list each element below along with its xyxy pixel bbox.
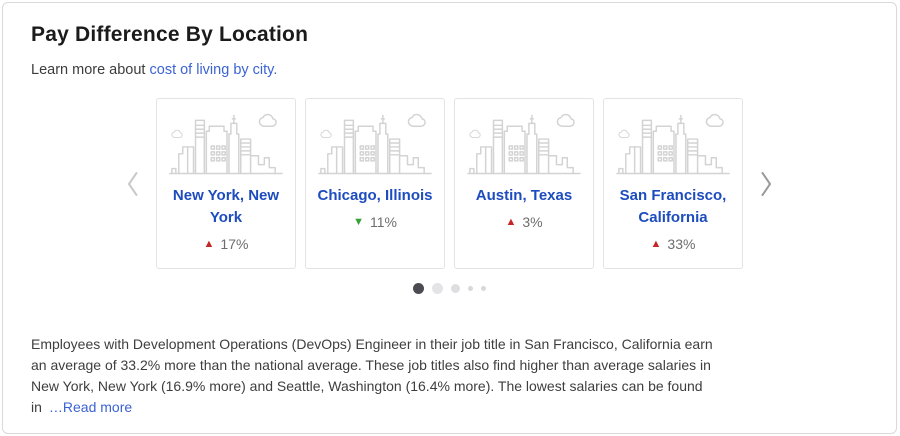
trend-value: 33% [667, 236, 696, 252]
city-card[interactable]: Austin, Texas ▲ 3% [454, 98, 594, 269]
pagination-dot[interactable] [481, 285, 486, 291]
card-city-link[interactable]: Austin, Texas [475, 187, 573, 204]
city-card[interactable]: San Francisco, California ▲ 33% [603, 98, 743, 269]
summary-text: Employees with Development Operations (D… [31, 336, 713, 415]
trend-value: 3% [522, 214, 543, 230]
subtitle: Learn more about cost of living by city. [31, 62, 868, 78]
pagination-dot[interactable] [451, 283, 460, 293]
pay-difference-indicator: ▲ 33% [651, 236, 696, 252]
chevron-left-icon [128, 171, 138, 196]
trend-icon: ▲ [650, 237, 662, 250]
card-city-link[interactable]: New York, New York [172, 187, 280, 226]
page-title: Pay Difference By Location [31, 23, 309, 46]
pagination-dots [3, 282, 896, 294]
city-card[interactable]: Chicago, Illinois ▼ 11% [305, 98, 445, 269]
skyline-icon [616, 113, 730, 175]
summary-paragraph: Employees with Development Operations (D… [31, 334, 731, 418]
trend-icon: ▲ [203, 237, 215, 250]
trend-icon: ▼ [353, 215, 364, 228]
carousel-prev-button[interactable] [121, 168, 144, 200]
read-more-link[interactable]: …Read more [48, 399, 133, 415]
skyline-icon [169, 113, 283, 175]
subtitle-text: Learn more about [31, 62, 150, 78]
pay-difference-indicator: ▲ 3% [505, 214, 542, 230]
skyline-icon [467, 113, 581, 175]
card-city-link[interactable]: Chicago, Illinois [317, 187, 433, 204]
city-card[interactable]: New York, New York ▲ 17% [156, 98, 296, 269]
card-city-link[interactable]: San Francisco, California [619, 187, 727, 226]
city-carousel: New York, New York ▲ 17% [3, 98, 896, 269]
pagination-dot[interactable] [413, 282, 424, 294]
pay-difference-indicator: ▲ 17% [204, 236, 249, 252]
chevron-right-icon [761, 171, 771, 196]
trend-value: 11% [369, 214, 397, 230]
skyline-icon [318, 113, 432, 175]
pay-difference-indicator: ▼ 11% [353, 214, 397, 230]
cards-track: New York, New York ▲ 17% [156, 98, 743, 269]
city-skyline-illustration [316, 108, 434, 180]
trend-icon: ▲ [505, 215, 517, 228]
carousel-next-button[interactable] [755, 168, 778, 200]
pagination-dot[interactable] [432, 282, 443, 294]
city-skyline-illustration [465, 108, 583, 180]
cost-of-living-link[interactable]: cost of living by city. [149, 62, 278, 78]
trend-value: 17% [220, 236, 249, 252]
city-skyline-illustration [614, 108, 732, 180]
pagination-dot[interactable] [468, 285, 473, 291]
city-skyline-illustration [167, 108, 285, 180]
